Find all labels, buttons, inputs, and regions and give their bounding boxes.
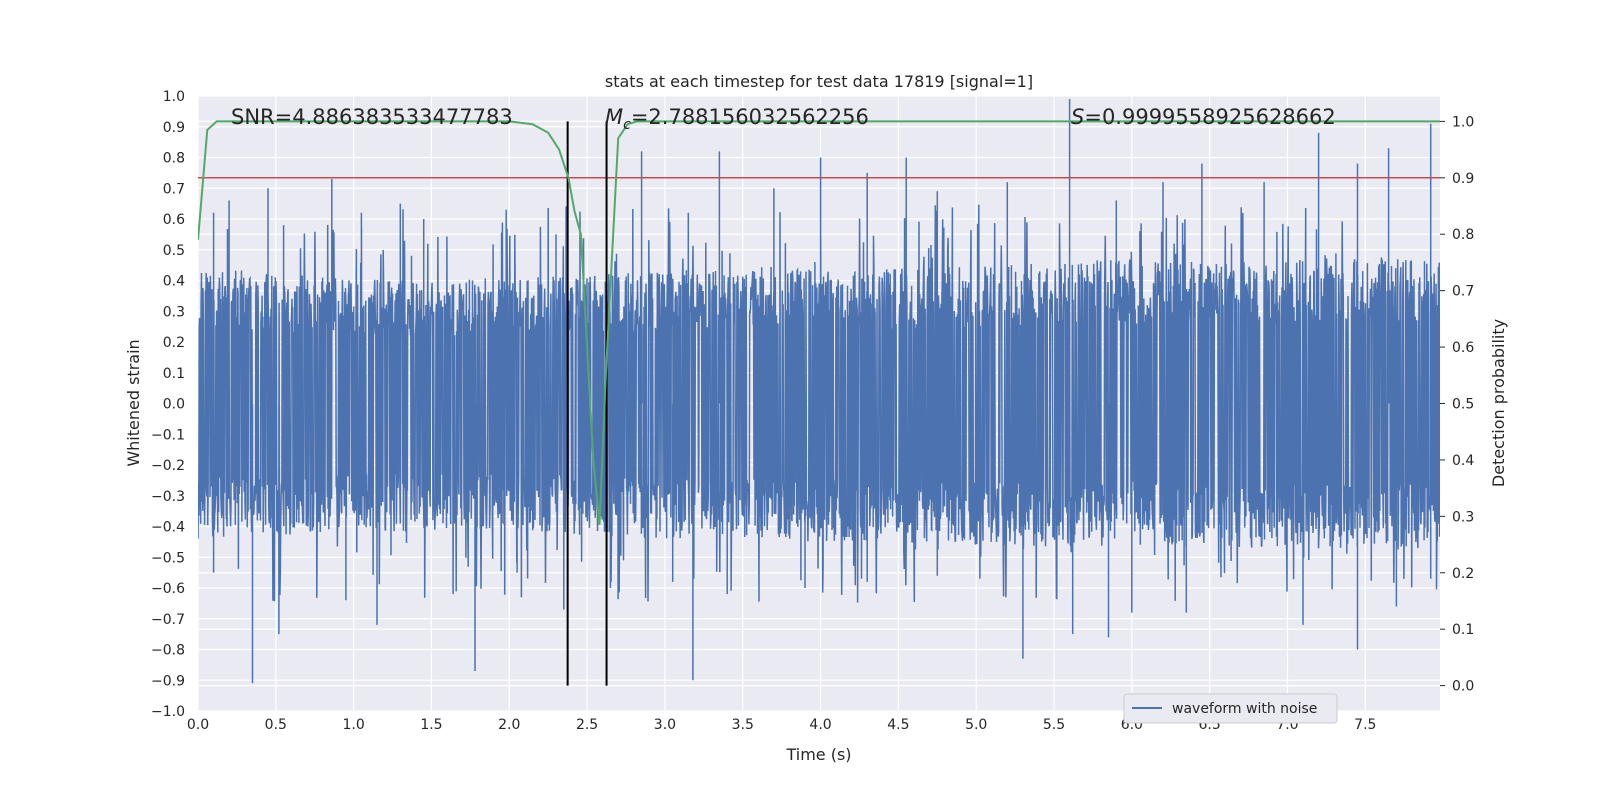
right-y-tick-label: 0.7: [1452, 284, 1474, 300]
x-tick-label: 1.0: [343, 717, 365, 733]
x-tick-label: 3.5: [732, 717, 754, 733]
x-tick-label: 0.0: [187, 717, 209, 733]
left-y-tick-label: −0.2: [151, 458, 185, 474]
x-tick-labels: 0.0 0.5 1.0 1.5 2.0 2.5 3.0 3.5 4.0 4.5 5.0 5.5 6.0 6…: [187, 717, 1377, 733]
left-y-tick-label: 0.4: [163, 274, 185, 290]
left-y-tick-label: −0.7: [151, 612, 185, 628]
left-y-tick-label: 0.0: [163, 397, 185, 413]
legend-box: [1123, 693, 1338, 724]
left-y-tick-label: 0.8: [163, 151, 185, 167]
left-y-tick-label: 0.1: [163, 366, 185, 382]
x-tick-label: 0.5: [265, 717, 287, 733]
x-tick-label: 7.5: [1354, 717, 1376, 733]
left-y-tick-label: −0.5: [151, 550, 185, 566]
left-y-tick-label: 1.0: [163, 89, 185, 105]
left-y-tick-label: 0.2: [163, 335, 185, 351]
right-y-tick-label: 1.0: [1452, 114, 1474, 130]
s-value: =0.9999558925628662: [1084, 105, 1335, 129]
mc-value: =2.788156032562256: [631, 105, 869, 129]
left-y-tick-label: −0.1: [151, 427, 185, 443]
right-y-axis-label: Detection probability: [1489, 319, 1508, 487]
right-y-tick-label: 0.9: [1452, 171, 1474, 187]
legend-label: waveform with noise: [1172, 701, 1317, 717]
right-y-tick-label: 0.4: [1452, 453, 1474, 469]
right-y-tick-label: 0.3: [1452, 509, 1474, 525]
left-y-tick-label: −0.6: [151, 581, 185, 597]
left-y-tick-label: −0.4: [151, 520, 185, 536]
x-tick-label: 5.0: [965, 717, 987, 733]
left-y-tick-label: 0.6: [163, 212, 185, 228]
x-tick-label: 2.5: [576, 717, 598, 733]
left-y-tick-label: −0.9: [151, 673, 185, 689]
x-axis-label: Time (s): [785, 745, 851, 764]
legend: waveform with noise: [1123, 693, 1338, 724]
x-tick-label: 5.5: [1043, 717, 1065, 733]
x-tick-label: 4.0: [809, 717, 831, 733]
right-y-tick-label: 0.6: [1452, 340, 1474, 356]
right-y-tick-label: 0.2: [1452, 566, 1474, 582]
s-annotation: S=0.9999558925628662: [1071, 105, 1336, 129]
snr-annotation: SNR=4.886383533477783: [231, 105, 513, 129]
x-tick-label: 3.0: [654, 717, 676, 733]
mc-subscript: c: [623, 117, 631, 133]
right-y-tick-labels: 1.0 0.9 0.8 0.7 0.6 0.5 0.4 0.3 0.2 0.1 0.0: [1440, 114, 1474, 695]
left-y-tick-label: 0.9: [163, 120, 185, 136]
x-tick-label: 2.0: [498, 717, 520, 733]
chart-title: stats at each timestep for test data 178…: [605, 72, 1033, 91]
right-y-tick-label: 0.1: [1452, 622, 1474, 638]
x-tick-label: 4.5: [887, 717, 909, 733]
x-tick-label: 1.5: [420, 717, 442, 733]
right-y-tick-label: 0.0: [1452, 679, 1474, 695]
waveform-series-line: [198, 99, 1440, 684]
left-y-tick-label: 0.5: [163, 243, 185, 259]
left-y-tick-label: 0.3: [163, 304, 185, 320]
left-y-axis-label: Whitened strain: [124, 339, 143, 466]
left-y-tick-label: 0.7: [163, 181, 185, 197]
mc-annotation: Mc=2.788156032562256: [605, 105, 869, 133]
probability-series-line: [198, 120, 1440, 525]
mc-symbol: M: [605, 105, 623, 129]
left-y-tick-labels: 1.0 0.9 0.8 0.7 0.6 0.5 0.4 0.3 0.2 0.1 0.0 −0.1 −0.…: [151, 89, 185, 720]
left-y-tick-label: −1.0: [151, 704, 185, 720]
s-symbol: S: [1071, 105, 1084, 129]
right-y-tick-label: 0.8: [1452, 227, 1474, 243]
left-y-tick-label: −0.3: [151, 489, 185, 505]
left-y-tick-label: −0.8: [151, 643, 185, 659]
right-y-tick-label: 0.5: [1452, 397, 1474, 413]
